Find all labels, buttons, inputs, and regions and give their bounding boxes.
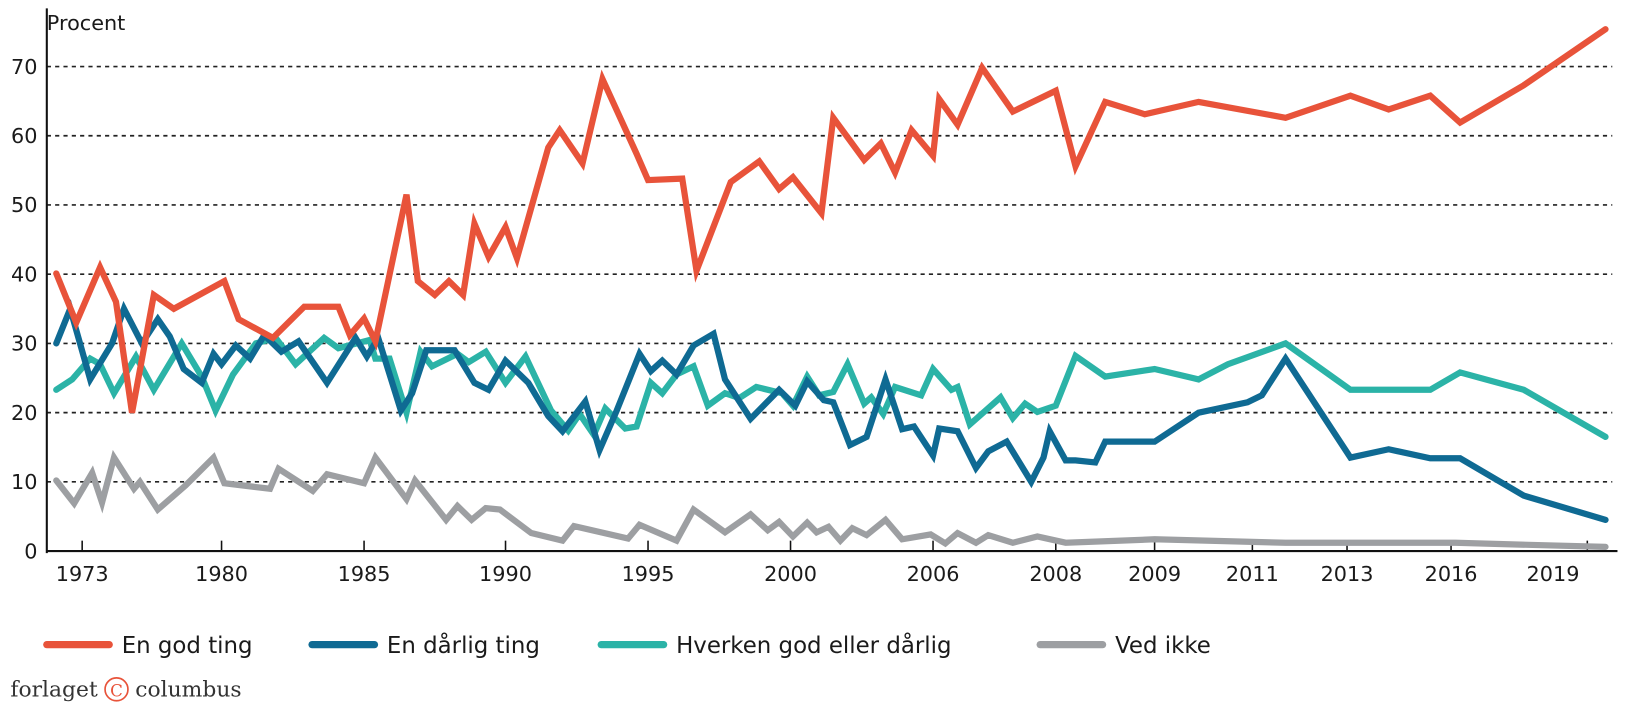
y-tick-label: 50 bbox=[11, 193, 37, 217]
x-tick-label: 1980 bbox=[195, 562, 248, 586]
series-lines bbox=[53, 26, 1609, 551]
y-tick-label: 40 bbox=[11, 262, 37, 286]
series-line-3 bbox=[53, 449, 1609, 551]
y-axis-label: Procent bbox=[47, 11, 126, 35]
x-tick-label: 1973 bbox=[56, 562, 109, 586]
x-tick-label: 2016 bbox=[1425, 562, 1478, 586]
logo-text-right: columbus bbox=[135, 678, 241, 703]
axes: 0 10 20 30 40 50 60 70 1973 1980 1985 1990 1995 2000 2… bbox=[11, 8, 1618, 586]
y-tick-label: 60 bbox=[11, 124, 37, 148]
legend-label: En dårlig ting bbox=[387, 631, 540, 659]
series-line-2 bbox=[53, 333, 1609, 442]
series-line-1 bbox=[53, 299, 1609, 523]
legend-item: Hverken god eller dårlig bbox=[597, 631, 952, 659]
x-tick-label: 1985 bbox=[338, 562, 391, 586]
y-tick-label: 20 bbox=[11, 401, 37, 425]
legend-item: En god ting bbox=[43, 633, 253, 659]
y-tick-label: 30 bbox=[11, 332, 37, 356]
x-tick-label: 2000 bbox=[764, 562, 817, 586]
x-tick-label: 2008 bbox=[1029, 562, 1082, 586]
publisher-logo: forlaget C columbus bbox=[10, 677, 242, 703]
legend: En god ting En dårlig ting Hverken god ell… bbox=[43, 631, 1211, 659]
y-tick-label: 0 bbox=[24, 539, 37, 563]
legend-label: Hverken god eller dårlig bbox=[676, 631, 951, 659]
logo-symbol: C bbox=[110, 682, 123, 701]
y-tick-label: 70 bbox=[11, 55, 37, 79]
legend-label: Ved ikke bbox=[1115, 633, 1211, 659]
x-tick-label: 2009 bbox=[1128, 562, 1181, 586]
x-tick-label: 2011 bbox=[1226, 562, 1279, 586]
legend-item: En dårlig ting bbox=[308, 631, 540, 659]
x-tick-label: 2013 bbox=[1321, 562, 1374, 586]
x-tick-label: 1990 bbox=[479, 562, 532, 586]
copyright-circle-icon bbox=[104, 677, 129, 702]
y-tick-label: 10 bbox=[11, 470, 37, 494]
x-tick-label: 2006 bbox=[907, 562, 960, 586]
x-tick-label: 1995 bbox=[622, 562, 675, 586]
x-tick-label: 2019 bbox=[1527, 562, 1580, 586]
series-line-0 bbox=[53, 26, 1609, 414]
legend-label: En god ting bbox=[122, 633, 253, 659]
logo-text-left: forlaget bbox=[10, 678, 98, 703]
legend-item: Ved ikke bbox=[1036, 633, 1211, 659]
